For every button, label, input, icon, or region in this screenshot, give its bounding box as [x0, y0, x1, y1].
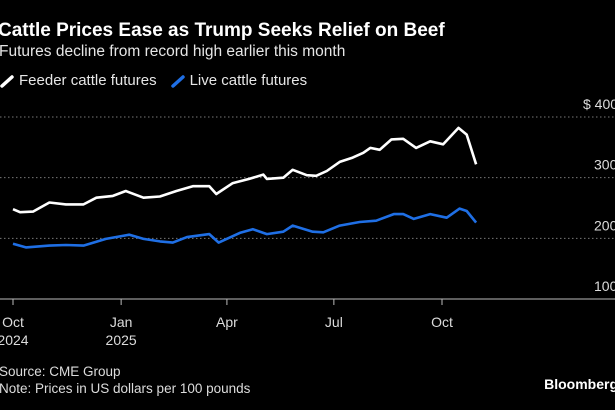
- series-line-feeder: [12, 126, 478, 214]
- legend: Feeder cattle futures Live cattle future…: [0, 72, 307, 89]
- legend-swatch-live-icon: [170, 74, 185, 88]
- x-tick-label: Apr: [216, 314, 238, 330]
- x-tick-label: Oct: [2, 314, 24, 330]
- x-tick-label: Jan: [110, 314, 133, 330]
- y-tick-label: 100: [594, 278, 615, 294]
- y-tick-label: $ 400: [583, 96, 615, 112]
- x-tick-label: Oct: [431, 314, 453, 330]
- y-tick-label: 300: [594, 157, 615, 173]
- x-tick-year-label: 2024: [0, 332, 29, 348]
- series-line-live: [12, 207, 478, 249]
- legend-item-live: Live cattle futures: [170, 72, 308, 89]
- chart-subtitle: Futures decline from record high earlier…: [0, 43, 346, 60]
- bloomberg-logo: Bloomberg: [544, 376, 615, 392]
- chart-title: Cattle Prices Ease as Trump Seeks Relief…: [0, 20, 445, 41]
- units-note: Note: Prices in US dollars per 100 pound…: [0, 381, 251, 396]
- y-tick-label: 200: [594, 217, 615, 233]
- x-tick-label: Jul: [325, 314, 343, 330]
- legend-swatch-feeder-icon: [0, 74, 14, 88]
- x-tick-year-label: 2025: [106, 332, 137, 348]
- legend-label-live: Live cattle futures: [189, 72, 308, 89]
- legend-label-feeder: Feeder cattle futures: [19, 72, 157, 89]
- legend-item-feeder: Feeder cattle futures: [0, 72, 157, 89]
- source-note: Source: CME Group: [0, 364, 121, 379]
